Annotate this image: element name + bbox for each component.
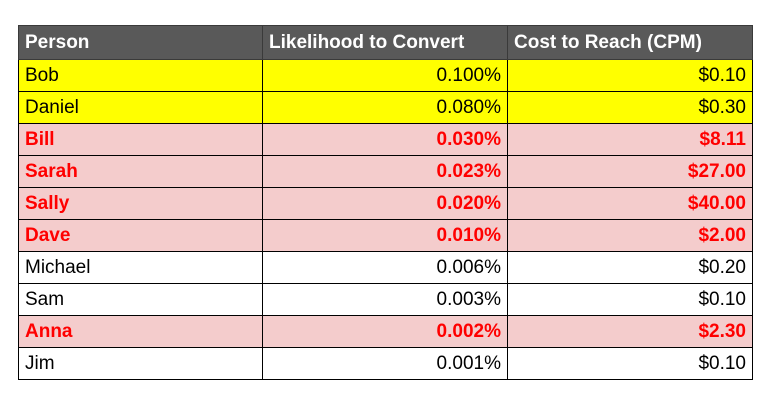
cell-likelihood[interactable]: 0.010% [262,219,508,252]
data-table: Person Likelihood to Convert Cost to Rea… [18,25,753,380]
table-row: Sarah 0.023% $27.00 [18,155,753,188]
table-row: Sally 0.020% $40.00 [18,187,753,220]
cell-cost[interactable]: $0.10 [507,347,753,380]
cell-person[interactable]: Sally [18,187,263,220]
cell-person[interactable]: Daniel [18,91,263,124]
cell-person[interactable]: Anna [18,315,263,348]
cell-cost[interactable]: $8.11 [507,123,753,156]
cell-cost[interactable]: $0.30 [507,91,753,124]
cell-cost[interactable]: $27.00 [507,155,753,188]
cell-person[interactable]: Bill [18,123,263,156]
cell-person[interactable]: Michael [18,251,263,284]
table-row: Bob 0.100% $0.10 [18,59,753,92]
cell-likelihood[interactable]: 0.001% [262,347,508,380]
cell-cost[interactable]: $2.30 [507,315,753,348]
table-body: Bob 0.100% $0.10 Daniel 0.080% $0.30 Bill 0.030… [18,59,753,380]
cell-likelihood[interactable]: 0.100% [262,59,508,92]
cell-likelihood[interactable]: 0.030% [262,123,508,156]
cell-person[interactable]: Dave [18,219,263,252]
cell-cost[interactable]: $2.00 [507,219,753,252]
cell-likelihood[interactable]: 0.023% [262,155,508,188]
cell-person[interactable]: Sarah [18,155,263,188]
cell-likelihood[interactable]: 0.003% [262,283,508,316]
cell-likelihood[interactable]: 0.080% [262,91,508,124]
table-row: Dave 0.010% $2.00 [18,219,753,252]
cell-cost[interactable]: $0.20 [507,251,753,284]
table-row: Jim 0.001% $0.10 [18,347,753,380]
cell-cost[interactable]: $0.10 [507,59,753,92]
cell-person[interactable]: Jim [18,347,263,380]
table-row: Bill 0.030% $8.11 [18,123,753,156]
table-row: Michael 0.006% $0.20 [18,251,753,284]
cell-person[interactable]: Bob [18,59,263,92]
cell-cost[interactable]: $0.10 [507,283,753,316]
cell-likelihood[interactable]: 0.002% [262,315,508,348]
cell-likelihood[interactable]: 0.006% [262,251,508,284]
table-row: Sam 0.003% $0.10 [18,283,753,316]
table-row: Anna 0.002% $2.30 [18,315,753,348]
column-header-likelihood[interactable]: Likelihood to Convert [262,25,508,60]
cell-person[interactable]: Sam [18,283,263,316]
cell-likelihood[interactable]: 0.020% [262,187,508,220]
column-header-person[interactable]: Person [18,25,263,60]
column-header-cost[interactable]: Cost to Reach (CPM) [507,25,753,60]
table-row: Daniel 0.080% $0.30 [18,91,753,124]
cell-cost[interactable]: $40.00 [507,187,753,220]
header-row: Person Likelihood to Convert Cost to Rea… [18,25,753,60]
